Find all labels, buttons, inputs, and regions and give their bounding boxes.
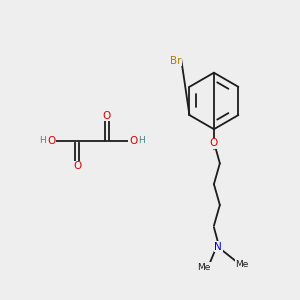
Text: O: O (129, 136, 137, 146)
Text: Br: Br (169, 56, 181, 66)
Text: N: N (214, 242, 222, 252)
Text: O: O (103, 111, 111, 121)
Text: H: H (39, 136, 46, 145)
Text: H: H (139, 136, 145, 145)
Text: O: O (47, 136, 55, 146)
Text: O: O (73, 161, 81, 171)
Text: Me: Me (236, 260, 249, 269)
Text: Me: Me (197, 263, 210, 272)
Text: O: O (210, 138, 218, 148)
